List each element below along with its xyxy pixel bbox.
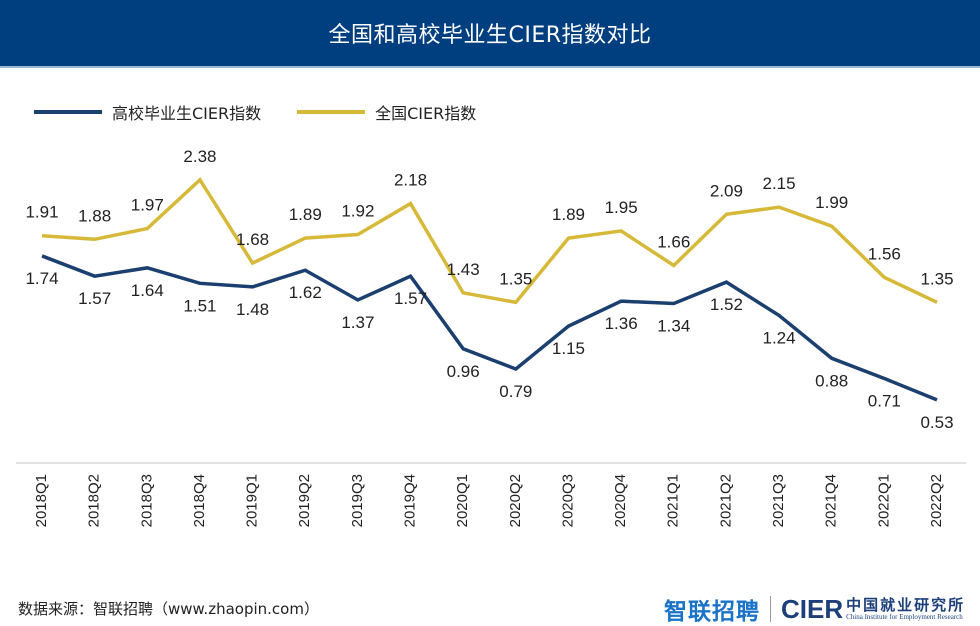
x-tick-label: 2018Q4 bbox=[191, 474, 208, 527]
legend-swatch-national bbox=[297, 110, 366, 114]
cier-logo-en: China Institute for Employment Research bbox=[846, 613, 963, 621]
data-source-note: 数据来源：智联招聘（www.zhaopin.com） bbox=[18, 600, 319, 618]
chart-legend: 高校毕业生CIER指数 全国CIER指数 bbox=[34, 100, 512, 124]
data-label-national: 1.89 bbox=[289, 205, 322, 224]
data-label-national: 1.97 bbox=[131, 196, 164, 215]
data-label-graduates: 1.36 bbox=[605, 314, 638, 333]
x-tick-label: 2019Q1 bbox=[244, 474, 261, 527]
x-tick-label: 2019Q2 bbox=[296, 474, 313, 527]
data-label-national: 1.89 bbox=[552, 205, 585, 224]
data-label-graduates: 0.96 bbox=[447, 362, 480, 381]
x-tick-label: 2022Q2 bbox=[928, 474, 945, 527]
data-label-graduates: 1.52 bbox=[710, 295, 743, 314]
x-tick-label: 2020Q2 bbox=[507, 474, 524, 527]
legend-swatch-graduates bbox=[34, 110, 102, 114]
x-tick-label: 2018Q3 bbox=[138, 474, 155, 527]
series-line-national bbox=[41, 177, 938, 305]
data-label-graduates: 1.64 bbox=[131, 281, 164, 300]
data-label-national: 1.92 bbox=[341, 202, 374, 221]
legend-label-national: 全国CIER指数 bbox=[375, 104, 477, 123]
cier-logo: CIER bbox=[781, 593, 844, 624]
x-tick-label: 2018Q1 bbox=[33, 474, 50, 527]
data-label-national: 2.38 bbox=[183, 147, 216, 166]
data-label-national: 2.15 bbox=[763, 174, 796, 193]
data-label-graduates: 1.57 bbox=[78, 289, 111, 308]
chart-title: 全国和高校毕业生CIER指数对比 bbox=[328, 23, 652, 48]
footer-logos: 智联招聘 CIER 中国就业研究所 China Institute for Em… bbox=[664, 592, 965, 626]
x-tick-label: 2019Q3 bbox=[349, 474, 366, 527]
data-label-graduates: 1.37 bbox=[341, 313, 374, 332]
data-label-national: 1.99 bbox=[815, 193, 848, 212]
data-label-graduates: 0.71 bbox=[868, 392, 901, 411]
data-label-national: 1.56 bbox=[868, 244, 901, 263]
data-label-graduates: 1.62 bbox=[289, 283, 322, 302]
data-label-national: 1.68 bbox=[236, 230, 269, 249]
legend-item-national: 全国CIER指数 bbox=[297, 100, 476, 124]
data-label-national: 1.35 bbox=[920, 269, 953, 288]
legend-item-graduates: 高校毕业生CIER指数 bbox=[34, 100, 261, 124]
data-label-graduates: 0.79 bbox=[499, 382, 532, 401]
data-label-national: 1.88 bbox=[78, 206, 111, 225]
data-label-graduates: 1.15 bbox=[552, 339, 585, 358]
data-label-national: 1.91 bbox=[25, 203, 58, 222]
data-label-graduates: 0.88 bbox=[815, 371, 848, 390]
x-tick-label: 2020Q1 bbox=[454, 474, 471, 527]
data-label-national: 2.18 bbox=[394, 171, 427, 190]
series-line-graduates bbox=[41, 254, 938, 402]
cier-logo-cn: 中国就业研究所 bbox=[846, 596, 966, 614]
legend-label-graduates: 高校毕业生CIER指数 bbox=[112, 104, 262, 123]
cier-logo-text: 中国就业研究所 China Institute for Employment R… bbox=[846, 597, 965, 621]
x-tick-label: 2020Q3 bbox=[559, 474, 576, 527]
data-label-national: 1.43 bbox=[447, 260, 480, 279]
data-label-graduates: 1.34 bbox=[657, 317, 690, 336]
data-label-graduates: 1.57 bbox=[394, 289, 427, 308]
data-label-national: 1.66 bbox=[657, 232, 690, 251]
logo-divider bbox=[770, 596, 771, 622]
x-tick-label: 2021Q2 bbox=[717, 474, 734, 527]
x-tick-label: 2021Q4 bbox=[823, 474, 840, 527]
x-tick-label: 2021Q1 bbox=[665, 474, 682, 527]
data-label-graduates: 1.24 bbox=[763, 328, 796, 347]
zhaopin-logo: 智联招聘 bbox=[664, 599, 760, 625]
data-label-national: 2.09 bbox=[710, 181, 743, 200]
data-label-graduates: 0.53 bbox=[920, 413, 953, 432]
data-label-graduates: 1.48 bbox=[236, 300, 269, 319]
data-label-graduates: 1.74 bbox=[25, 269, 58, 288]
data-label-graduates: 1.51 bbox=[183, 296, 216, 315]
x-tick-label: 2019Q4 bbox=[401, 474, 418, 527]
data-label-national: 1.95 bbox=[605, 198, 638, 217]
chart-header: 全国和高校毕业生CIER指数对比 bbox=[0, 0, 980, 68]
x-tick-label: 2020Q4 bbox=[612, 474, 629, 527]
x-tick-label: 2018Q2 bbox=[86, 474, 103, 527]
x-tick-label: 2022Q1 bbox=[875, 474, 892, 527]
x-tick-label: 2021Q3 bbox=[770, 474, 787, 527]
data-label-national: 1.35 bbox=[499, 269, 532, 288]
